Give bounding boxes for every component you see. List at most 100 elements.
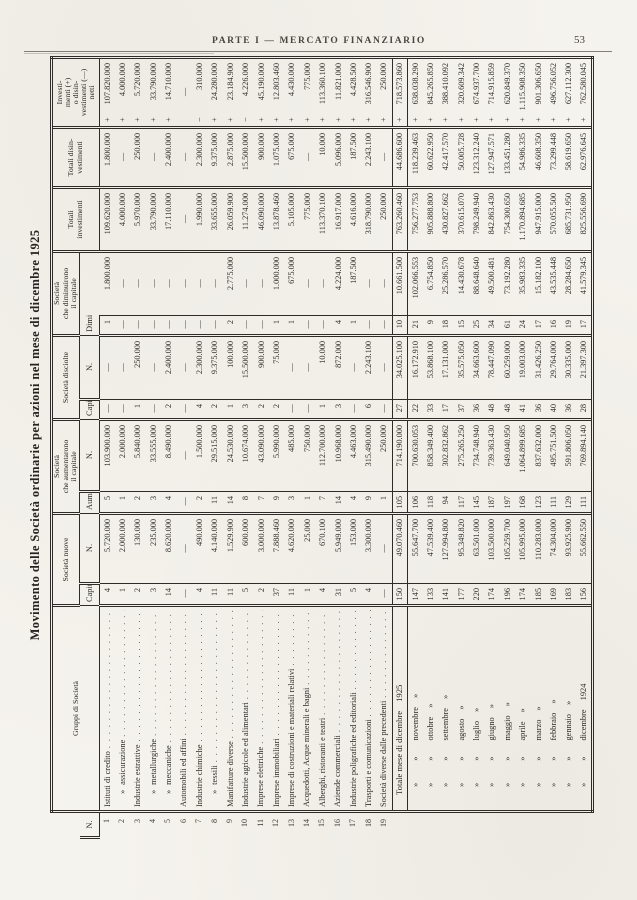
cell-diminuzione: — [145,251,162,316]
col-header-societa-nuove: Società nuove [51,513,80,606]
cell-totali-investimenti: 33.655.000 [207,187,223,252]
cell-nuove-capitale: 490.000 [192,513,208,584]
label-suffix: » [502,702,512,707]
cell-diminuirono-n: — [361,315,377,336]
cell-disciolte-capitale: 53.868.100 [422,335,439,400]
row-number [392,812,407,838]
cell-disciolte-n: 3 [238,399,254,420]
cell-netti: +5.720.000 [130,57,146,128]
cell-diminuirono-n: 25 [469,315,485,336]
cell-diminuzione: 10.661.500 [392,251,408,316]
cell-aumento: 10.674.000 [238,419,254,492]
ditto-mark: » » [456,756,466,787]
ditto-mark: » » [487,756,497,787]
cell-totali-disinvestimenti: 123.312.240 [469,127,485,188]
cell-aumentarono-n: 3 [145,491,162,514]
row-number: 11 [255,819,265,827]
group-label-cell: » » marzo » [530,605,546,812]
header-rule-secondary [24,53,214,54]
corner-blank [52,812,80,838]
row-number [577,812,592,838]
cell-disciolte-n: 1 [222,399,239,420]
ditto-mark: » » [518,756,528,787]
cell-netti: +762.580.045 [576,57,593,128]
cell-diminuzione: — [253,251,269,316]
cell-nuove-capitale: 74.304.000 [545,513,562,584]
ditto-mark: » » [579,756,588,787]
cell-netti: +620.849.370 [499,57,516,128]
totale-row: Totale mese di dicembre 1925 150 49.070.460… [392,57,408,838]
cell-disciolte-capitale: — [176,335,192,400]
group-label: Industrie chimiche [194,744,204,807]
subheader-disciolte-n: N. [79,419,100,492]
cell-netti: +388.410.092 [438,57,454,128]
cell-diminuzione: — [207,251,223,316]
cell-disciolte-n: 2 [161,399,177,420]
cell-diminuirono-n: 10 [392,315,408,336]
cell-aumento: 485.000 [284,419,300,492]
cell-disciolte-capitale: 29.764.000 [545,335,562,400]
cell-disciolte-n: 37 [453,399,470,420]
cell-aumento: 43.090.000 [253,419,269,492]
cell-diminuirono-n: 17 [576,315,593,336]
group-label-cell: » » luglio » [469,605,485,812]
cell-aumentarono-n: 11 [207,491,223,514]
group-label-cell: » » ottobre » [422,605,439,812]
cell-totali-investimenti: 5.970.000 [130,187,146,252]
cell-diminuzione: 6.754.850 [422,251,439,316]
cell-diminuzione: 28.284.650 [561,251,577,316]
cell-nuove-capitale: — [376,513,393,584]
group-label: Imprese immobiliari [271,738,281,807]
cell-totali-disinvestimenti: 62.976.645 [576,127,593,188]
cell-totali-investimenti: 318.790.000 [361,187,377,252]
cell-netti: +24.280.000 [207,57,223,128]
cell-aumentarono-n: 2 [192,491,208,514]
cell-aumentarono-n: 1 [115,491,131,514]
cell-diminuzione: — [130,251,146,316]
cell-nuove-capitale: 5.720.000 [99,513,116,584]
cell-disciolte-n: 41 [515,399,531,420]
cell-disciolte-capitale: 21.397.300 [576,335,593,400]
cell-aumentarono-n: 168 [515,491,531,514]
cell-disciolte-n: 40 [545,399,562,420]
group-label-cell: Manifatture diverse [222,605,239,812]
cell-aumento: 275.265.250 [453,419,470,492]
cell-netti: +718.573.860 [392,57,408,128]
cell-netti: +45.190.000 [253,57,269,128]
cell-totali-disinvestimenti: 250.000 [130,127,146,188]
cell-disciolte-n: 2 [207,399,223,420]
cell-totali-disinvestimenti: 58.619.650 [561,127,577,188]
cell-aumento: 714.190.000 [392,419,408,492]
cell-netti: +638.038.290 [407,57,423,128]
ditto-mark: » » [472,756,482,787]
cell-netti: +627.112.300 [561,57,577,128]
cell-disciolte-capitale: — [99,335,116,400]
cell-aumento: 33.555.000 [145,419,162,492]
table-row: 2»assicurazione12.000.00012.000.000————4… [115,57,131,837]
cell-totali-investimenti: 250.000 [376,187,393,252]
cell-diminuirono-n: — [207,315,223,336]
table-row: 14 Acquedotti, Acque minerali e bagni 125.… [299,57,316,837]
cell-netti: +901.306.650 [530,57,546,128]
month-row: » » aprile » 174 105.995.000 168 1.064.899.685… [515,57,531,837]
cell-aumentarono-n: 9 [268,491,285,514]
cell-diminuzione: — [376,251,393,316]
cell-netti: +113.360.100 [315,57,331,128]
cell-nuove-capitale: 130.000 [130,513,146,584]
cell-nuove-capitale: 105.995.000 [515,513,531,584]
cell-nuove-n: 1 [115,583,131,606]
cell-totali-investimenti: 825.556.690 [576,187,593,252]
cell-disciolte-capitale: 30.335.000 [561,335,577,400]
cell-nuove-capitale: 49.070.460 [392,513,408,584]
label-suffix: » [487,704,497,709]
row-number: 9 [225,819,234,823]
group-label-cell: » » dicembre 1924 [576,605,593,812]
cell-disciolte-n: — [284,399,300,420]
group-label: luglio [472,720,482,741]
cell-diminuzione: — [361,251,377,316]
cell-nuove-capitale: 3.300.000 [361,513,377,584]
cell-totali-investimenti: 905.888.800 [422,187,439,252]
